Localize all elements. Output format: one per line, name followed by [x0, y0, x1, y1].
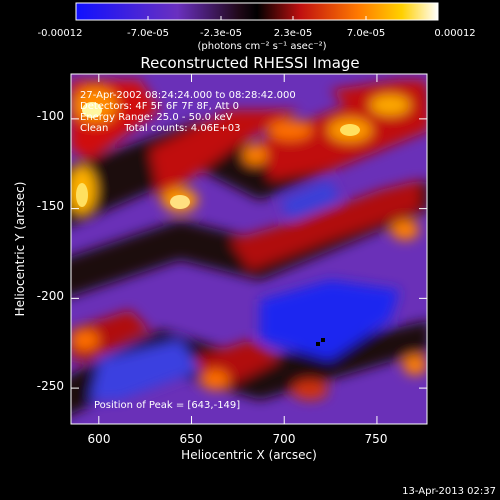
y-tick-label: -150	[37, 199, 64, 213]
footer-timestamp: 13-Apr-2013 02:37	[402, 486, 496, 497]
x-tick-label: 750	[365, 432, 388, 446]
x-axis-label: Heliocentric X (arcsec)	[181, 448, 317, 462]
plot-frame	[70, 73, 428, 425]
y-axis-label: Heliocentric Y (arcsec)	[13, 182, 27, 317]
colorbar-tick-label: 7.0e-05	[347, 28, 385, 39]
colorbar	[75, 2, 439, 21]
colorbar-tick-label: 0.00012	[434, 28, 475, 39]
annotation-time-range: 27-Apr-2002 08:24:24.000 to 08:28:42.000	[80, 90, 296, 101]
y-tick-label: -100	[37, 109, 64, 123]
colorbar-tick-label: -7.0e-05	[127, 28, 169, 39]
y-tick-label: -250	[37, 379, 64, 393]
colorbar-tick-label: -2.3e-05	[200, 28, 242, 39]
annotation-energy-range: Energy Range: 25.0 - 50.0 keV	[80, 112, 233, 123]
colorbar-ticks	[75, 16, 439, 20]
colorbar-tick-label: -0.00012	[38, 28, 83, 39]
annotation-detectors: Detectors: 4F 5F 6F 7F 8F, Att 0	[80, 101, 239, 112]
colorbar-tick-label: 2.3e-05	[274, 28, 312, 39]
annotation-total-counts: Clean Total counts: 4.06E+03	[80, 123, 240, 134]
x-tick-label: 600	[88, 432, 111, 446]
x-tick-label: 700	[273, 432, 296, 446]
annotation-peak-position: Position of Peak = [643,-149]	[94, 400, 240, 411]
chart-title: Reconstructed RHESSI Image	[140, 54, 359, 72]
y-tick-label: -200	[37, 289, 64, 303]
x-tick-label: 650	[180, 432, 203, 446]
axis-ticks	[71, 74, 427, 424]
colorbar-units: (photons cm⁻² s⁻¹ asec⁻²)	[197, 41, 326, 52]
heatmap-image	[71, 74, 427, 424]
